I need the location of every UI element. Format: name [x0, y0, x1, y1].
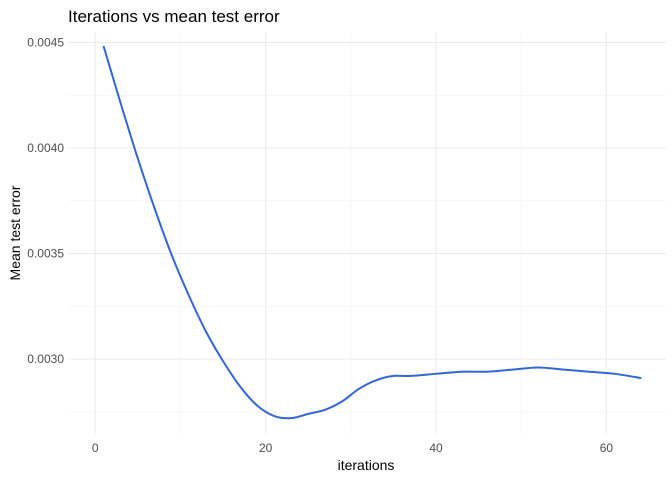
- y-tick-label: 0.0035: [27, 247, 64, 261]
- x-axis-ticks: 0 20 40 60: [92, 441, 613, 455]
- y-axis-title: Mean test error: [7, 185, 23, 280]
- x-tick-label: 20: [259, 441, 273, 455]
- chart-title: Iterations vs mean test error: [68, 7, 280, 26]
- series-layer: [102, 45, 642, 420]
- x-tick-label: 40: [429, 441, 443, 455]
- grid-lines: [68, 32, 666, 435]
- series-line: [102, 45, 642, 420]
- y-tick-label: 0.0040: [27, 141, 64, 155]
- y-tick-label: 0.0045: [27, 36, 64, 50]
- x-axis-title: iterations: [338, 457, 395, 473]
- x-tick-label: 60: [600, 441, 614, 455]
- y-axis-ticks: 0.0030 0.0035 0.0040 0.0045: [27, 36, 64, 366]
- x-tick-label: 0: [92, 441, 99, 455]
- y-tick-label: 0.0030: [27, 352, 64, 366]
